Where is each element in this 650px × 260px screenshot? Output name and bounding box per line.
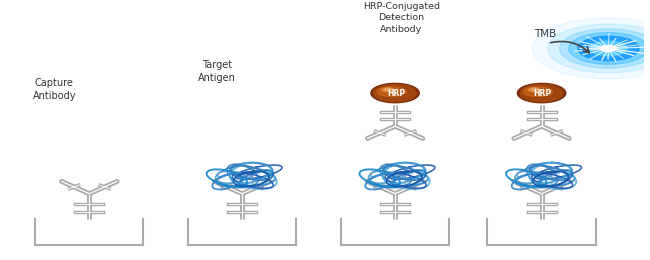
Text: TMB: TMB	[534, 29, 556, 40]
Text: HRP: HRP	[534, 89, 552, 98]
Circle shape	[374, 84, 417, 102]
Circle shape	[371, 83, 419, 103]
Circle shape	[590, 41, 627, 56]
Ellipse shape	[517, 93, 566, 96]
Ellipse shape	[377, 87, 406, 96]
Text: Target
Antigen: Target Antigen	[198, 60, 236, 83]
Circle shape	[547, 24, 650, 73]
Circle shape	[569, 32, 648, 64]
Text: Capture
Antibody: Capture Antibody	[32, 78, 76, 101]
Circle shape	[531, 88, 538, 91]
Ellipse shape	[528, 88, 540, 92]
Text: HRP-Conjugated
Detection
Antibody: HRP-Conjugated Detection Antibody	[363, 2, 440, 34]
Circle shape	[601, 46, 616, 51]
Circle shape	[517, 83, 566, 103]
Ellipse shape	[382, 88, 394, 92]
Circle shape	[520, 84, 563, 102]
Circle shape	[578, 36, 639, 61]
Circle shape	[385, 88, 392, 91]
Circle shape	[560, 29, 650, 68]
Circle shape	[532, 18, 650, 79]
Ellipse shape	[523, 87, 552, 96]
Ellipse shape	[371, 93, 419, 96]
Text: HRP: HRP	[387, 89, 406, 98]
